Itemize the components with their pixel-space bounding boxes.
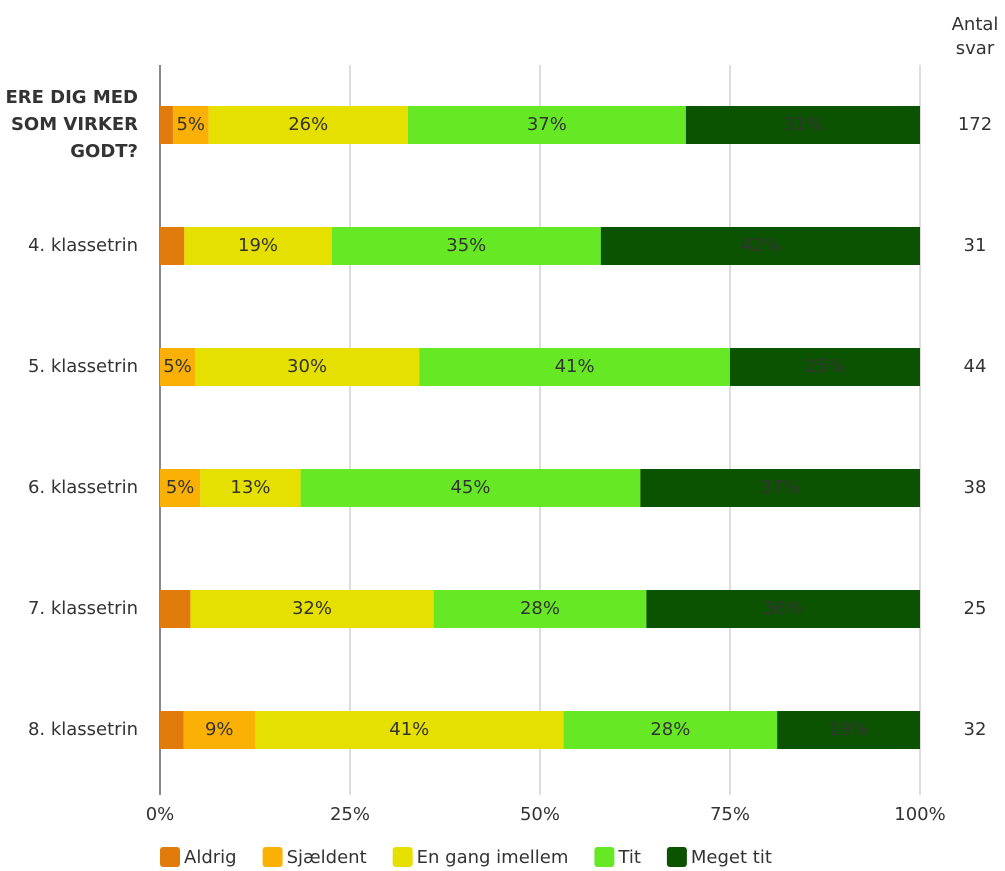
data-label: 45%: [450, 477, 490, 498]
x-tick-label: 50%: [520, 804, 560, 825]
bar-segment: [190, 590, 434, 628]
category-label: 6. klassetrin: [28, 477, 138, 498]
data-label: 13%: [230, 477, 270, 498]
bar-segment: [160, 711, 184, 749]
legend-label: Sjældent: [287, 847, 367, 868]
count-label: 44: [964, 356, 987, 377]
bar-segment: [172, 106, 209, 144]
bar-segment: [160, 106, 173, 144]
data-label: 35%: [446, 235, 486, 256]
data-label: 37%: [527, 114, 567, 135]
x-tick-label: 75%: [710, 804, 750, 825]
data-label: 42%: [740, 235, 780, 256]
data-label: 5%: [176, 114, 205, 135]
bar-segment: [208, 106, 408, 144]
data-label: 26%: [288, 114, 328, 135]
data-label: 41%: [389, 719, 429, 740]
data-label: 19%: [238, 235, 278, 256]
bar-segment: [640, 469, 920, 507]
data-label: 32%: [292, 598, 332, 619]
category-label: ERE DIG MED SOM VIRKER GODT?: [5, 87, 138, 162]
bar-segment: [331, 227, 601, 265]
bar-segment: [433, 590, 647, 628]
bar-segment: [407, 106, 686, 144]
bar-segment: [730, 348, 920, 386]
bar-segment: [184, 227, 332, 265]
data-label: 36%: [763, 598, 803, 619]
legend-label: Tit: [617, 847, 641, 868]
legend-swatch: [392, 847, 413, 867]
x-tick-label: 100%: [894, 804, 945, 825]
data-label: 41%: [555, 356, 595, 377]
legend-label: Aldrig: [184, 847, 237, 868]
bar-segment: [777, 711, 920, 749]
data-label: 31%: [783, 114, 823, 135]
bar-segment: [419, 348, 730, 386]
data-label: 19%: [829, 719, 869, 740]
legend-swatch: [594, 847, 615, 867]
data-label: 9%: [205, 719, 234, 740]
bar-segment: [194, 348, 420, 386]
category-label: 7. klassetrin: [28, 598, 138, 619]
data-label: 30%: [287, 356, 327, 377]
bar-segment: [160, 348, 195, 386]
count-label: 31: [964, 235, 987, 256]
x-tick-label: 0%: [146, 804, 175, 825]
bar-segment: [183, 711, 255, 749]
x-tick-label: 25%: [330, 804, 370, 825]
bar-segment: [300, 469, 641, 507]
count-label: 38: [964, 477, 987, 498]
count-label: 32: [964, 719, 987, 740]
count-label: 25: [964, 598, 987, 619]
count-label: 172: [958, 114, 992, 135]
category-label: 5. klassetrin: [28, 356, 138, 377]
bar-segment: [200, 469, 301, 507]
data-label: 28%: [520, 598, 560, 619]
bar-segment: [600, 227, 920, 265]
legend-label: En gang imellem: [417, 847, 569, 868]
legend-swatch: [262, 847, 283, 867]
bar-segment: [160, 227, 185, 265]
legend-swatch: [160, 847, 180, 867]
data-label: 5%: [166, 477, 195, 498]
legend-swatch: [666, 847, 687, 867]
data-label: 28%: [650, 719, 690, 740]
bar-segment: [563, 711, 778, 749]
category-label: 8. klassetrin: [28, 719, 138, 740]
bar-segment: [685, 106, 920, 144]
bar-segment: [646, 590, 920, 628]
counts-title: Antal svar: [952, 14, 999, 59]
bar-segment: [160, 469, 201, 507]
data-label: 25%: [805, 356, 845, 377]
bar-segment: [255, 711, 564, 749]
legend-label: Meget tit: [691, 847, 772, 868]
data-label: 5%: [163, 356, 192, 377]
bar-segment: [160, 590, 191, 628]
data-label: 37%: [760, 477, 800, 498]
category-label: 4. klassetrin: [28, 235, 138, 256]
